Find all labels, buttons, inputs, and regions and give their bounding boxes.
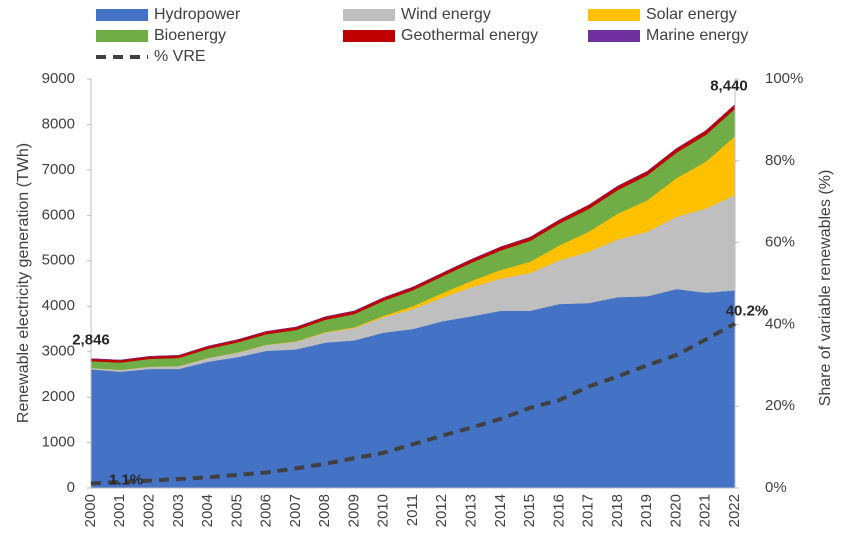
legend-label: Bioenergy: [154, 27, 226, 44]
total-label: 8,440: [710, 77, 748, 94]
x-tick-label: 2010: [375, 494, 392, 527]
y-tick-label: 6000: [42, 206, 75, 223]
x-tick-label: 2006: [258, 494, 275, 527]
y-tick-label: 3000: [42, 343, 75, 360]
y-tick-label: 8000: [42, 115, 75, 132]
y-tick-label: 1000: [42, 434, 75, 451]
legend-label: Marine energy: [646, 27, 748, 44]
y-axis-label: Renewable electricity generation (TWh): [15, 143, 32, 423]
y-tick-label: 9000: [42, 70, 75, 87]
legend-label: % VRE: [154, 48, 206, 65]
legend-label: Hydropower: [154, 6, 241, 23]
y-tick-label: 5000: [42, 252, 75, 269]
y2-tick-label: 0%: [765, 479, 787, 496]
y2-tick-label: 60%: [765, 234, 795, 251]
x-tick-label: 2015: [521, 494, 538, 527]
x-tick-label: 2011: [404, 494, 421, 526]
x-tick-label: 2013: [463, 494, 480, 527]
line: [90, 321, 736, 486]
total-label: 2,846: [72, 332, 110, 349]
legend-swatch: [588, 9, 640, 21]
x-tick-label: 2022: [726, 494, 743, 527]
legend-swatch: [588, 30, 640, 42]
x-tick-label: 2002: [141, 494, 158, 527]
x-tick-label: 2005: [228, 494, 245, 527]
x-tick-label: 2014: [492, 494, 509, 527]
y2-tick-label: 20%: [765, 397, 795, 414]
legend-swatch: [343, 9, 395, 21]
y2-tick-label: 80%: [765, 152, 795, 169]
y-tick-label: 0: [67, 479, 75, 496]
x-tick-label: 2016: [550, 494, 567, 527]
y-tick-label: 7000: [42, 161, 75, 178]
legend-label: Wind energy: [401, 6, 491, 23]
x-tick-label: 2019: [638, 494, 655, 527]
x-tick-label: 2021: [697, 494, 714, 527]
x-tick-label: 2009: [345, 494, 362, 527]
data-label: 40.2%: [726, 303, 769, 320]
legend-swatch: [96, 9, 148, 21]
data-label: 1.1%: [109, 471, 143, 488]
y-tick-label: 4000: [42, 297, 75, 314]
x-tick-label: 2008: [316, 494, 333, 527]
y2-axis-label: Share of variable renewables (%): [817, 170, 834, 407]
x-tick-label: 2018: [609, 494, 626, 527]
x-tick-label: 2003: [170, 494, 187, 527]
legend-swatch: [96, 30, 148, 42]
x-tick-label: 2012: [433, 494, 450, 527]
legend-label: Solar energy: [646, 6, 737, 23]
y2-tick-label: 100%: [765, 70, 803, 87]
y-tick-label: 2000: [42, 388, 75, 405]
x-tick-label: 2000: [82, 494, 99, 527]
legend-swatch: [343, 30, 395, 42]
y2-tick-label: 40%: [765, 315, 795, 332]
x-tick-label: 2004: [199, 494, 216, 527]
x-tick-label: 2001: [111, 494, 128, 527]
legend-label: Geothermal energy: [401, 27, 538, 44]
x-tick-label: 2020: [667, 494, 684, 527]
x-tick-label: 2017: [580, 494, 597, 527]
x-tick-label: 2007: [287, 494, 304, 527]
